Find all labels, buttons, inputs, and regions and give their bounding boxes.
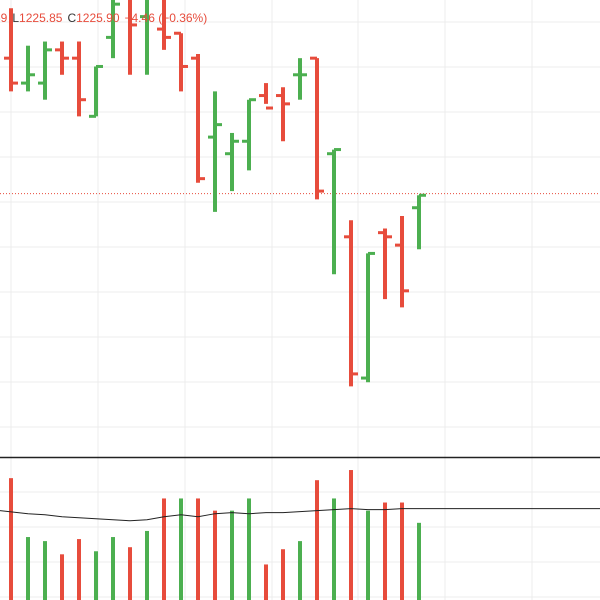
volume-ma-line	[0, 508, 600, 522]
volume-bar	[315, 480, 319, 600]
volume-bar	[128, 547, 132, 600]
ohlc-legend: 69 L1225.85 C1225.90 −4.46 (−0.36%)	[0, 11, 207, 25]
volume-bar	[349, 470, 353, 600]
volume-bar	[400, 502, 404, 600]
volume-bar	[247, 498, 251, 600]
volume-bar	[9, 478, 13, 600]
volume-bar	[417, 522, 421, 600]
volume-bar	[196, 498, 200, 600]
volume-bar	[281, 549, 285, 600]
legend-close-label: C	[67, 11, 77, 25]
legend-open-partial: 69	[0, 11, 8, 25]
volume-bar	[94, 551, 98, 600]
volume-bar	[298, 541, 302, 600]
volume-bar	[366, 510, 370, 600]
volume-bar	[179, 498, 183, 600]
legend-change: −4.46 (−0.36%)	[124, 11, 208, 25]
volume-bar	[145, 530, 149, 600]
volume-bar	[77, 539, 81, 600]
volume-bar	[230, 510, 234, 600]
volume-bar	[60, 554, 64, 600]
volume-bar	[213, 510, 217, 600]
volume-bar	[264, 564, 268, 600]
volume-bar	[162, 498, 166, 600]
volume-bar	[383, 502, 387, 600]
legend-low-label: L	[12, 11, 20, 25]
legend-close-value: 1225.90	[76, 11, 120, 25]
volume-bar	[332, 498, 336, 600]
legend-low-value: 1225.85	[19, 11, 63, 25]
volume-bar	[111, 537, 115, 600]
volume-bar	[43, 541, 47, 600]
volume-bar	[26, 537, 30, 600]
